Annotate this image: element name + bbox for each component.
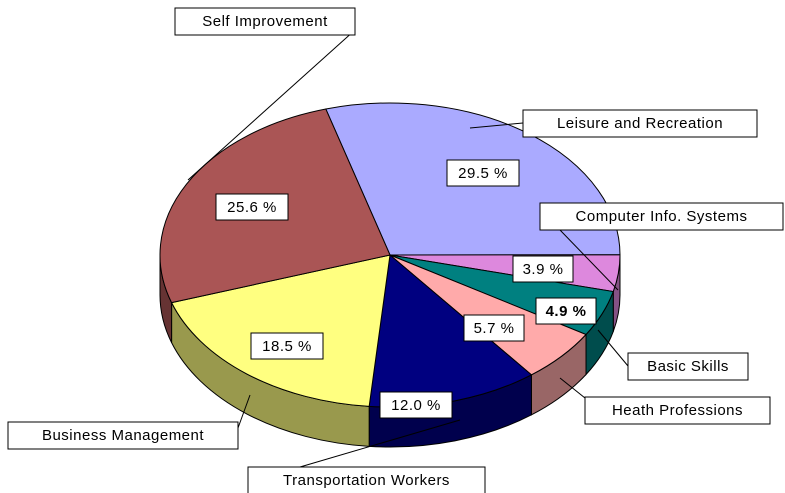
- value-label: 29.5 %: [458, 165, 508, 182]
- category-label: Computer Info. Systems: [576, 208, 748, 225]
- leader-line: [469, 122, 524, 129]
- category-label: Basic Skills: [647, 358, 729, 375]
- value-label: 3.9 %: [523, 261, 564, 278]
- category-label: Heath Professions: [612, 402, 743, 419]
- leader-line: [299, 419, 461, 468]
- category-label-box: [7, 421, 239, 450]
- leader-line: [597, 329, 629, 367]
- value-label-box: [215, 193, 289, 221]
- category-label: Business Management: [42, 427, 204, 444]
- value-label-box: [446, 159, 520, 187]
- category-label-box: [539, 202, 784, 231]
- category-label: Transportation Workers: [283, 472, 450, 489]
- slice: [170, 254, 391, 407]
- category-label-box: [247, 466, 486, 493]
- value-label: 5.7 %: [474, 320, 515, 337]
- value-label-box: [250, 332, 324, 360]
- value-label: 18.5 %: [262, 338, 312, 355]
- leader-line: [237, 394, 251, 429]
- value-label-box: [535, 297, 597, 325]
- value-label: 12.0 %: [391, 397, 441, 414]
- category-label-box: [522, 109, 758, 138]
- value-label-box: [463, 314, 525, 342]
- category-label: Self Improvement: [202, 13, 328, 30]
- category-label-box: [627, 352, 749, 381]
- value-label-box: [512, 255, 574, 283]
- category-label-box: [584, 396, 771, 425]
- value-label: 25.6 %: [227, 199, 277, 216]
- leader-line: [559, 229, 619, 291]
- category-label-box: [174, 7, 356, 36]
- value-label: 4.9 %: [546, 303, 587, 320]
- category-label: Leisure and Recreation: [557, 115, 723, 132]
- value-label-box: [379, 391, 453, 419]
- leader-line: [187, 29, 356, 181]
